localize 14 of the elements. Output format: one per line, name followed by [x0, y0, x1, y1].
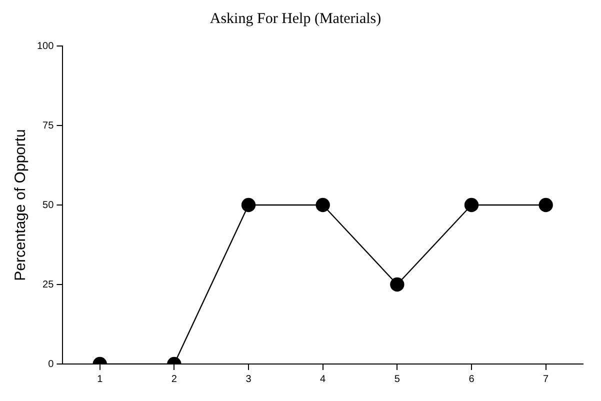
y-tick-label: 100 — [36, 40, 54, 52]
y-tick-label: 50 — [42, 200, 54, 211]
x-tick-label: 6 — [468, 374, 475, 385]
y-tick-label: 75 — [42, 120, 54, 132]
x-tick-label: 5 — [394, 374, 400, 385]
chart-title: Asking For Help (Materials) — [210, 10, 382, 27]
x-tick-label: 3 — [246, 374, 252, 385]
x-tick-label: 4 — [320, 374, 326, 385]
y-tick-label: 0 — [48, 358, 54, 370]
y-axis-title: Percentage of Opportu — [12, 129, 30, 281]
x-tick-label: 2 — [171, 374, 178, 385]
y-tick-label: 25 — [42, 279, 54, 290]
x-tick-label: 7 — [543, 374, 550, 385]
x-tick-label: 1 — [97, 374, 104, 385]
